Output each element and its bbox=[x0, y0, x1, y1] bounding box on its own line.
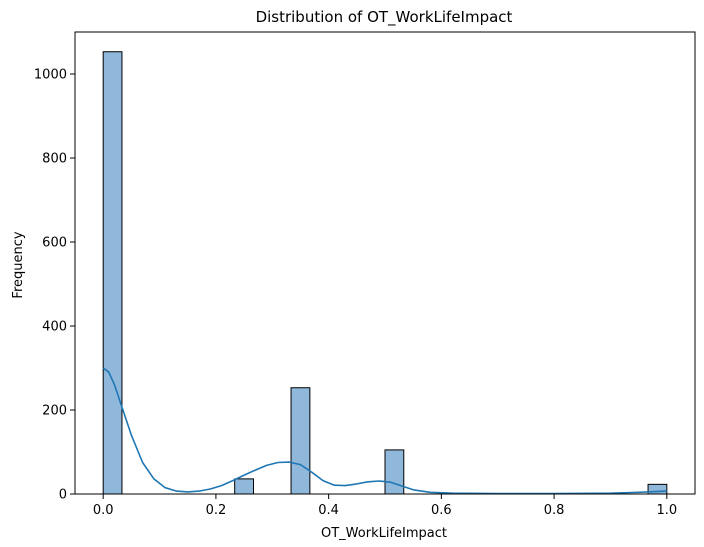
x-tick-label: 0.4 bbox=[318, 503, 339, 518]
histogram-bar-0 bbox=[102, 51, 123, 495]
y-tick-label: 400 bbox=[42, 320, 67, 335]
y-tick-label: 800 bbox=[42, 152, 67, 167]
histogram-bar-2 bbox=[290, 387, 311, 495]
x-axis-title: OT_WorkLifeImpact bbox=[321, 526, 447, 541]
plot-area: 0.0 0.2 0.4 0.6 0.8 1.0 0 200 400 600 800 1000 bbox=[34, 31, 696, 518]
y-tick-label: 0 bbox=[59, 488, 67, 503]
chart-title: Distribution of OT_WorkLifeImpact bbox=[256, 8, 513, 27]
histogram-bar-3 bbox=[384, 449, 405, 495]
y-axis-title: Frequency bbox=[11, 231, 26, 298]
y-tick-label: 600 bbox=[42, 236, 67, 251]
x-tick-label: 0.6 bbox=[431, 503, 452, 518]
histogram-bar-1 bbox=[234, 478, 255, 495]
kde-line bbox=[102, 367, 667, 495]
x-tick-label: 0.8 bbox=[544, 503, 565, 518]
x-tick-label: 1.0 bbox=[656, 503, 677, 518]
y-tick-label: 1000 bbox=[34, 68, 67, 83]
x-tick-label: 0.2 bbox=[206, 503, 227, 518]
x-tick-label: 0.0 bbox=[93, 503, 114, 518]
y-tick-label: 200 bbox=[42, 404, 67, 419]
plot-frame bbox=[74, 31, 696, 495]
